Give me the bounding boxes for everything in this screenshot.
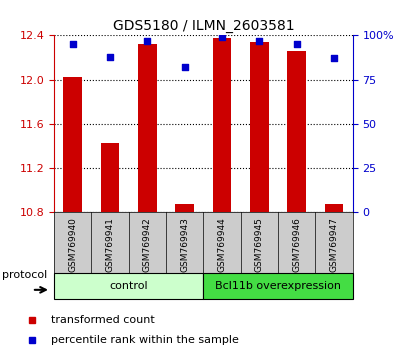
Point [293,41,300,47]
Point [219,34,225,40]
Point [107,54,113,59]
Text: percentile rank within the sample: percentile rank within the sample [51,335,239,345]
Text: GSM769940: GSM769940 [68,217,77,272]
Point [181,64,188,70]
Text: protocol: protocol [2,270,47,280]
Text: transformed count: transformed count [51,315,154,325]
Text: GSM769943: GSM769943 [180,217,189,272]
Text: GSM769941: GSM769941 [105,217,115,272]
Text: GSM769942: GSM769942 [143,217,152,272]
Bar [213,38,232,212]
Text: GSM769944: GSM769944 [217,217,227,272]
Bar [63,78,82,212]
Text: GSM769945: GSM769945 [255,217,264,272]
Point [256,38,263,44]
Text: GSM769947: GSM769947 [330,217,339,272]
Text: control: control [109,281,148,291]
Title: GDS5180 / ILMN_2603581: GDS5180 / ILMN_2603581 [112,19,294,33]
Point [331,56,337,61]
Text: GSM769946: GSM769946 [292,217,301,272]
Point [144,38,151,44]
Bar [250,42,269,212]
Bar [54,273,203,299]
Bar [325,204,344,212]
Bar [203,273,353,299]
Bar [101,143,120,212]
Bar [176,204,194,212]
Point [69,41,76,47]
Bar [138,44,157,212]
Bar [287,51,306,212]
Text: Bcl11b overexpression: Bcl11b overexpression [215,281,341,291]
